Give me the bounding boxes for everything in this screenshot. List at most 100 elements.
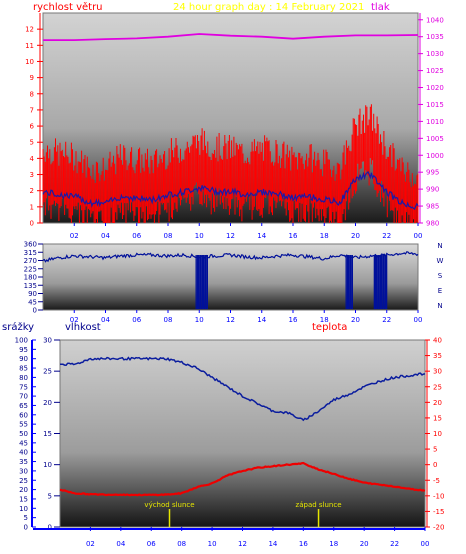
x-tick-label: 22 <box>382 316 391 324</box>
sunrise-label: východ slunce <box>144 501 194 509</box>
rain-tick-label: 75 <box>19 383 28 391</box>
temperature-tick-label: 0 <box>433 461 437 469</box>
humidity-tick-label: 20 <box>43 399 52 407</box>
right-tick-label: 985 <box>426 203 439 211</box>
rain-tick-label: 10 <box>19 505 28 513</box>
x-tick-label: 08 <box>164 232 173 240</box>
x-tick-label: 12 <box>238 540 247 548</box>
direction-tick-label: 270 <box>24 257 37 265</box>
right-tick-label: 1000 <box>426 152 444 160</box>
wind-chart-title: 24 hour graph day : 14 February 2021 <box>173 2 364 13</box>
x-tick-label: 00 <box>414 232 423 240</box>
right-tick-label: 1035 <box>426 33 444 41</box>
direction-tick-label: 90 <box>28 290 37 298</box>
x-tick-label: 16 <box>289 232 298 240</box>
th-x-axis: 02 04 06 08 10 12 14 16 18 20 22 00 <box>33 527 429 548</box>
right-tick-label: 1010 <box>426 118 444 126</box>
x-tick-label: 16 <box>289 316 298 324</box>
left-tick-label: 10 <box>25 58 34 66</box>
x-tick-label: 08 <box>177 540 186 548</box>
rain-axis: 1009590858075706560555045403530252015105… <box>15 337 36 532</box>
right-tick-label: 995 <box>426 169 439 177</box>
x-tick-label: 06 <box>147 540 156 548</box>
right-tick-label: 1020 <box>426 84 444 92</box>
direction-x-axis: 02 04 06 08 10 12 14 16 18 20 22 00 <box>70 310 423 324</box>
compass-label: W <box>437 257 444 265</box>
x-tick-label: 04 <box>101 316 110 324</box>
temperature-tick-label: 30 <box>433 368 442 376</box>
rain-tick-label: 85 <box>19 365 28 373</box>
rain-tick-label: 30 <box>19 467 28 475</box>
direction-tick-label: 225 <box>24 265 37 273</box>
left-tick-label: 3 <box>30 171 34 179</box>
right-tick-label: 980 <box>426 220 439 228</box>
rain-tick-label: 40 <box>19 449 28 457</box>
humidity-tick-label: 10 <box>43 461 52 469</box>
x-tick-label: 14 <box>257 232 266 240</box>
x-tick-label: 10 <box>195 232 204 240</box>
x-tick-label: 20 <box>360 540 369 548</box>
x-tick-label: 00 <box>421 540 430 548</box>
rain-tick-label: 55 <box>19 421 28 429</box>
humidity-axis: 30 25 20 15 10 5 0 <box>43 337 60 532</box>
compass-label: S <box>438 272 443 280</box>
x-tick-label: 18 <box>320 316 329 324</box>
direction-tick-label: 180 <box>24 274 37 282</box>
direction-tick-label: 0 <box>33 307 37 315</box>
x-tick-label: 22 <box>390 540 399 548</box>
right-tick-label: 990 <box>426 186 439 194</box>
left-tick-label: 12 <box>25 26 34 34</box>
rain-tick-label: 35 <box>19 458 28 466</box>
rain-tick-label: 45 <box>19 439 28 447</box>
x-tick-label: 00 <box>414 316 423 324</box>
x-tick-label: 04 <box>116 540 125 548</box>
left-tick-label: 2 <box>30 187 34 195</box>
x-tick-label: 20 <box>351 232 360 240</box>
pressure-series <box>43 33 419 41</box>
right-tick-label: 1030 <box>426 50 444 58</box>
wind-average-series <box>42 170 419 210</box>
x-tick-label: 16 <box>299 540 308 548</box>
x-tick-label: 18 <box>320 232 329 240</box>
humidity-tick-label: 15 <box>43 430 52 438</box>
compass-label: N <box>437 242 442 250</box>
pressure-axis: 980 985 990 995 1000 1005 1010 1015 1020 1025 1030… <box>418 13 444 228</box>
rain-tick-label: 50 <box>19 430 28 438</box>
temperature-tick-label: 5 <box>433 446 437 454</box>
rain-tick-label: 25 <box>19 477 28 485</box>
right-tick-label: 1040 <box>426 16 444 24</box>
x-tick-label: 02 <box>86 540 95 548</box>
wind-x-axis: 02 04 06 08 10 12 14 16 18 20 22 00 <box>70 223 423 240</box>
direction-tick-label: 360 <box>24 241 37 249</box>
x-tick-label: 18 <box>329 540 338 548</box>
direction-tick-label: 315 <box>24 249 37 257</box>
left-tick-label: 11 <box>25 42 34 50</box>
left-tick-label: 1 <box>30 203 34 211</box>
x-tick-label: 12 <box>226 232 235 240</box>
x-tick-label: 10 <box>208 540 217 548</box>
temperature-label: teplota <box>312 322 347 333</box>
temperature-axis: 40 35 30 25 20 15 10 5 0 -5 -10 -15 -20 <box>425 337 444 532</box>
x-tick-label: 20 <box>351 316 360 324</box>
direction-tick-label: 135 <box>24 282 37 290</box>
left-tick-label: 5 <box>30 139 34 147</box>
rain-tick-label: 0 <box>24 524 28 532</box>
direction-series <box>42 251 419 310</box>
left-tick-label: 0 <box>30 220 34 228</box>
left-tick-label: 4 <box>30 155 35 163</box>
temp-humidity-panel: srážky vlhkost teplota 10095908580757065… <box>2 321 444 548</box>
temperature-tick-label: -15 <box>433 508 444 516</box>
x-tick-label: 04 <box>101 232 110 240</box>
direction-tick-label: 45 <box>28 298 37 306</box>
wind-speed-label: rychlost větru <box>33 1 103 13</box>
sun-markers: východ slunce západ slunce <box>144 501 342 527</box>
right-tick-label: 1015 <box>426 101 444 109</box>
rain-tick-label: 20 <box>19 486 28 494</box>
x-tick-label: 10 <box>195 316 204 324</box>
x-tick-label: 06 <box>132 232 141 240</box>
humidity-label: vlhkost <box>65 322 101 333</box>
th-plot-area <box>60 340 425 527</box>
